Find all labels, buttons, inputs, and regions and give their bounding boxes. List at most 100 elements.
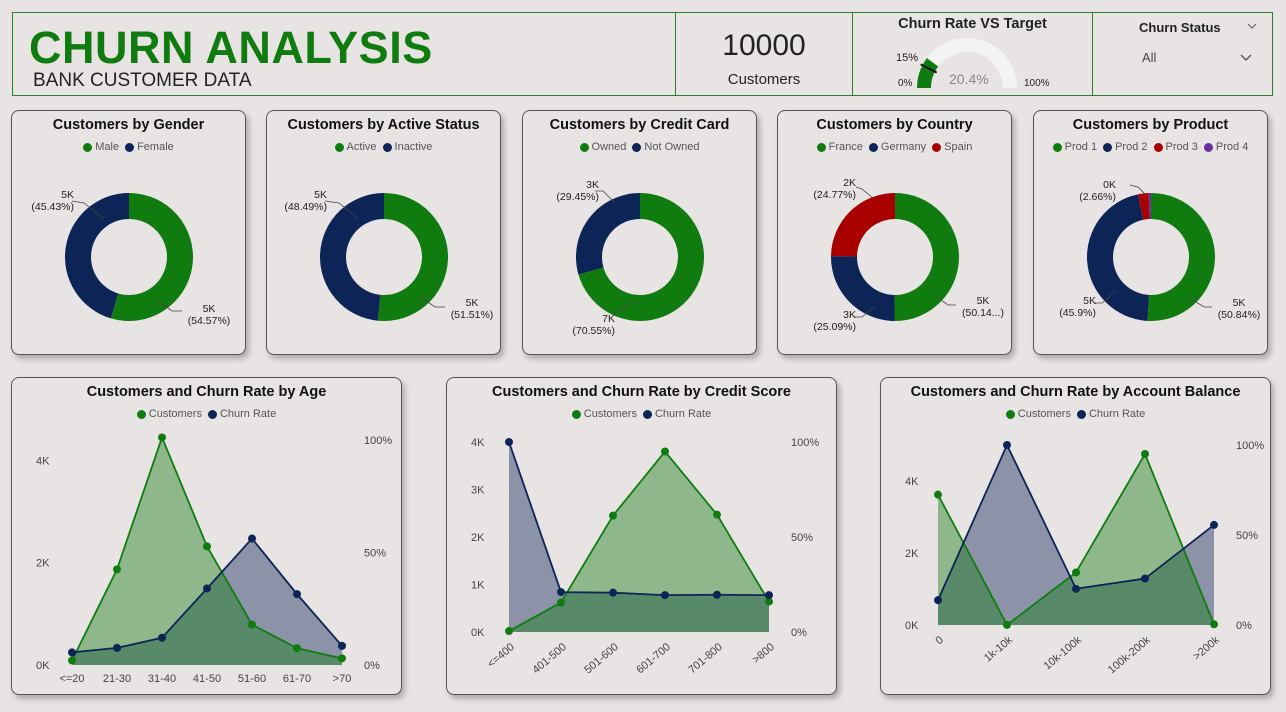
data-point[interactable] <box>158 633 166 642</box>
y-tick-right: 100% <box>791 437 819 449</box>
data-point[interactable] <box>158 433 166 442</box>
data-point[interactable] <box>113 565 121 574</box>
donut-slice[interactable] <box>319 193 384 321</box>
data-point[interactable] <box>1003 620 1011 629</box>
data-point[interactable] <box>113 643 121 652</box>
donut-chart <box>65 193 193 321</box>
legend-item[interactable]: Prod 4 <box>1203 141 1248 153</box>
donut-slice[interactable] <box>377 193 448 321</box>
data-point[interactable] <box>248 620 256 629</box>
data-point[interactable] <box>293 644 301 653</box>
data-label-percent: (2.66%) <box>1079 191 1116 203</box>
donut-slice[interactable] <box>110 193 193 321</box>
data-point[interactable] <box>203 542 211 551</box>
legend-item[interactable]: Prod 3 <box>1153 141 1198 153</box>
legend-item[interactable]: Customers <box>136 408 202 420</box>
legend-item[interactable]: Prod 1 <box>1052 141 1097 153</box>
data-point[interactable] <box>934 490 942 499</box>
y-tick-left: 2K <box>471 532 485 544</box>
data-point[interactable] <box>1072 584 1080 593</box>
data-label-percent: (24.77%) <box>813 189 856 201</box>
data-label-value: 7K <box>602 313 615 325</box>
data-point[interactable] <box>609 588 617 597</box>
data-label-percent: (50.84%) <box>1217 309 1261 321</box>
y-tick-right: 0% <box>364 660 380 672</box>
donut-slice[interactable] <box>831 256 895 321</box>
data-label-percent: (45.9%) <box>1059 307 1096 319</box>
data-point[interactable] <box>765 597 773 606</box>
leader-line <box>71 200 105 220</box>
data-point[interactable] <box>505 438 513 446</box>
data-point[interactable] <box>609 511 617 520</box>
donut-slice[interactable] <box>1148 193 1151 220</box>
slicer-collapse-icon[interactable] <box>1243 17 1261 35</box>
data-point[interactable] <box>1072 568 1080 577</box>
donut-slice[interactable] <box>1137 193 1150 220</box>
legend-marker <box>1153 142 1163 152</box>
legend-item[interactable]: Churn Rate <box>642 408 711 420</box>
data-point[interactable] <box>765 591 773 600</box>
data-label: 3K (29.45%) <box>549 179 599 203</box>
gauge-target-marker <box>920 63 938 74</box>
data-point[interactable] <box>1141 574 1149 583</box>
legend-marker <box>1203 142 1213 152</box>
data-label: 5K (54.57%) <box>184 303 234 327</box>
legend-item[interactable]: Customers <box>1005 408 1071 420</box>
data-label-value: 5K <box>1083 295 1096 307</box>
data-point[interactable] <box>338 654 346 663</box>
chart-title: Customers and Churn Rate by Age <box>86 384 327 400</box>
donut-slice[interactable] <box>1147 193 1215 321</box>
data-point[interactable] <box>713 510 721 519</box>
data-label-value: 5K <box>465 297 479 309</box>
donut-slice[interactable] <box>831 193 895 257</box>
legend-item[interactable]: Churn Rate <box>207 408 276 420</box>
gauge-value-arc <box>917 58 939 88</box>
donut-slice[interactable] <box>576 193 640 275</box>
x-tick: 41-50 <box>193 673 221 685</box>
data-point[interactable] <box>293 590 301 599</box>
legend-item[interactable]: Not Owned <box>632 141 699 153</box>
donut-slice[interactable] <box>894 193 959 321</box>
legend-label: Male <box>95 141 120 153</box>
data-point[interactable] <box>1003 441 1011 449</box>
x-tick: 601-700 <box>634 641 673 676</box>
legend-item[interactable]: Churn Rate <box>1076 408 1145 420</box>
data-label-percent: (54.57%) <box>187 315 231 327</box>
legend-item[interactable]: France <box>816 141 863 153</box>
data-point[interactable] <box>713 590 721 599</box>
data-point[interactable] <box>1141 450 1149 458</box>
donut-card: Customers by Product Prod 1 Prod 2 Prod 3 Pr… <box>1033 110 1268 355</box>
data-point[interactable] <box>68 656 76 665</box>
donut-slice[interactable] <box>65 193 129 319</box>
dashboard-title: CHURN ANALYSIS <box>29 22 433 73</box>
kpi-value: 10000 <box>722 29 806 62</box>
legend-item[interactable]: Male <box>83 141 119 153</box>
leader-line <box>418 295 445 308</box>
legend-item[interactable]: Female <box>125 141 174 153</box>
data-point[interactable] <box>1210 620 1218 629</box>
data-point[interactable] <box>338 641 346 650</box>
data-point[interactable] <box>557 588 565 597</box>
data-point[interactable] <box>505 627 513 636</box>
data-point[interactable] <box>661 591 669 600</box>
chart-title: Customers by Gender <box>52 117 205 133</box>
legend-item[interactable]: Inactive <box>382 141 432 153</box>
data-point[interactable] <box>248 534 256 543</box>
legend-item[interactable]: Active <box>334 141 377 153</box>
data-point[interactable] <box>934 596 942 605</box>
legend-item[interactable]: Customers <box>571 408 637 420</box>
legend-item[interactable]: Germany <box>868 141 926 153</box>
slicer-dropdown[interactable]: All <box>1133 45 1263 69</box>
legend-item[interactable]: Spain <box>932 141 972 153</box>
data-label: 5K (50.84%) <box>1214 297 1264 321</box>
data-point[interactable] <box>557 598 565 607</box>
donut-slice[interactable] <box>1087 194 1149 321</box>
legend-item[interactable]: Owned <box>579 141 626 153</box>
data-point[interactable] <box>1210 520 1218 529</box>
legend-item[interactable]: Prod 2 <box>1103 141 1148 153</box>
legend-marker <box>932 142 942 152</box>
donut-slice[interactable] <box>578 193 704 321</box>
data-point[interactable] <box>203 584 211 593</box>
data-point[interactable] <box>661 447 669 456</box>
data-point[interactable] <box>68 648 76 657</box>
